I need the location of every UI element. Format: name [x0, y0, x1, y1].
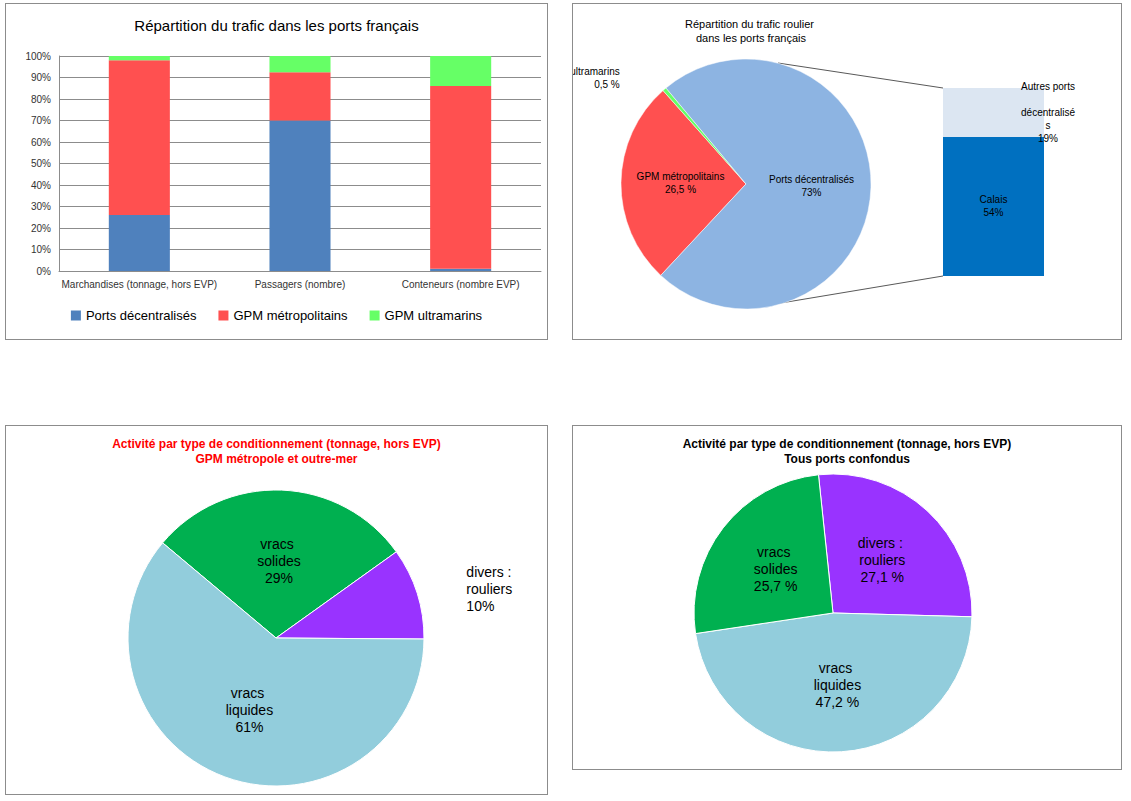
- svg-text:25,7 %: 25,7 %: [754, 578, 798, 594]
- svg-text:GPM ultramarins: GPM ultramarins: [573, 66, 620, 77]
- svg-text:30%: 30%: [31, 201, 51, 212]
- svg-text:Tous ports confondus: Tous ports confondus: [784, 452, 910, 466]
- svg-text:Marchandises (tonnage, hors EV: Marchandises (tonnage, hors EVP): [62, 279, 218, 290]
- svg-text:divers :: divers :: [466, 564, 515, 580]
- svg-text:dans les ports français: dans les ports français: [696, 32, 807, 44]
- svg-text:54%: 54%: [983, 207, 1003, 218]
- svg-text:61%: 61%: [235, 719, 263, 735]
- svg-text:Activité par type de condition: Activité par type de conditionnement (to…: [112, 437, 441, 451]
- svg-text:Répartition du trafic dans les: Répartition du trafic dans les ports fra…: [134, 17, 418, 34]
- svg-text:vracs: vracs: [231, 685, 268, 701]
- svg-text:Ports décentralisés: Ports décentralisés: [769, 174, 854, 185]
- svg-text:29%: 29%: [265, 570, 293, 586]
- svg-text:GPM métropolitains: GPM métropolitains: [637, 171, 725, 182]
- svg-text:vracs: vracs: [819, 660, 856, 676]
- svg-text:10%: 10%: [31, 244, 51, 255]
- svg-text:60%: 60%: [31, 137, 51, 148]
- svg-text:s: s: [1046, 120, 1051, 131]
- svg-text:Autres ports: Autres ports: [1021, 81, 1075, 92]
- svg-text:rouliers: rouliers: [466, 581, 512, 597]
- svg-text:solides: solides: [257, 553, 301, 569]
- svg-text:Calais: Calais: [980, 194, 1008, 205]
- svg-text:rouliers: rouliers: [859, 552, 905, 568]
- svg-text:liquides: liquides: [814, 677, 861, 693]
- svg-text:50%: 50%: [31, 158, 51, 169]
- svg-text:20%: 20%: [31, 223, 51, 234]
- svg-text:40%: 40%: [31, 180, 51, 191]
- svg-text:27,1 %: 27,1 %: [860, 569, 904, 585]
- svg-text:vracs: vracs: [757, 544, 794, 560]
- svg-text:19%: 19%: [1038, 133, 1058, 144]
- svg-text:Activité par type de condition: Activité par type de conditionnement (to…: [683, 437, 1012, 451]
- svg-text:GPM métropolitains: GPM métropolitains: [233, 308, 348, 323]
- svg-text:Passagers (nombre): Passagers (nombre): [255, 279, 346, 290]
- svg-text:80%: 80%: [31, 94, 51, 105]
- svg-text:0,5 %: 0,5 %: [594, 79, 620, 90]
- svg-text:100%: 100%: [25, 51, 51, 62]
- svg-text:GPM ultramarins: GPM ultramarins: [385, 308, 483, 323]
- svg-text:70%: 70%: [31, 115, 51, 126]
- svg-text:0%: 0%: [37, 266, 52, 277]
- svg-text:décentralisé: décentralisé: [1021, 107, 1075, 118]
- svg-text:73%: 73%: [801, 187, 821, 198]
- svg-text:solides: solides: [754, 561, 798, 577]
- svg-text:GPM métropole et outre-mer: GPM métropole et outre-mer: [195, 452, 357, 466]
- svg-text:26,5 %: 26,5 %: [665, 184, 696, 195]
- svg-text:vracs: vracs: [260, 536, 297, 552]
- svg-text:divers :: divers :: [858, 535, 907, 551]
- svg-text:liquides: liquides: [226, 702, 273, 718]
- svg-text:90%: 90%: [31, 72, 51, 83]
- svg-text:47,2 %: 47,2 %: [816, 694, 860, 710]
- svg-text:10%: 10%: [466, 598, 494, 614]
- svg-text:Conteneurs (nombre EVP): Conteneurs (nombre EVP): [402, 279, 520, 290]
- svg-text:Répartition du trafic roulier: Répartition du trafic roulier: [685, 18, 817, 30]
- svg-text:Ports décentralisés: Ports décentralisés: [86, 308, 197, 323]
